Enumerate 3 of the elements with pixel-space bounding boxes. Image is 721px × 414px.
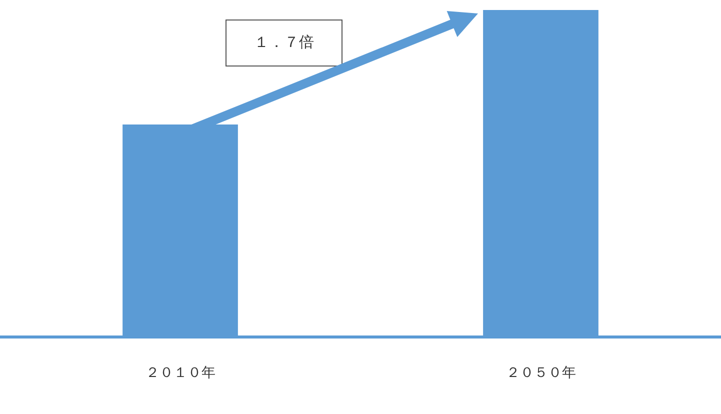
x-tick-label: ２０５０年 — [506, 365, 576, 382]
annotation: １．７倍 — [254, 32, 314, 51]
x-tick-label: ２０１０年 — [145, 365, 216, 382]
